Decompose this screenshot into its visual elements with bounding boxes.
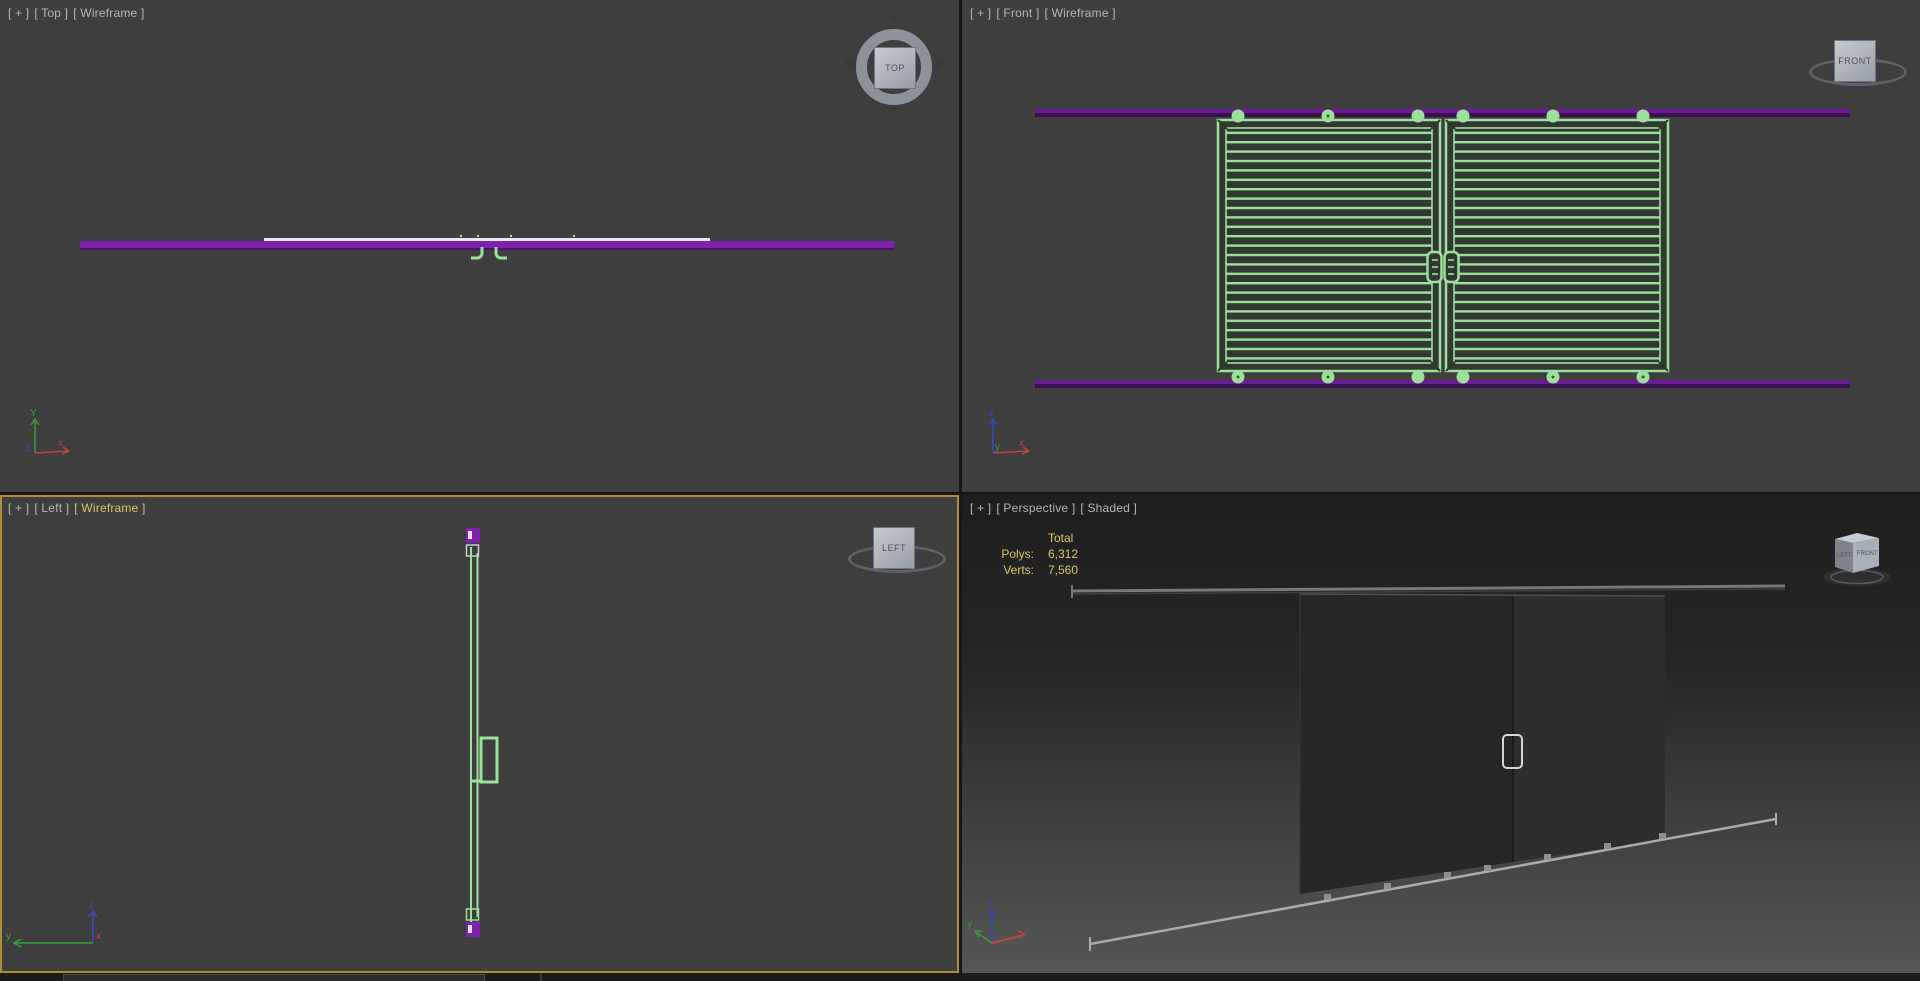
gate-object-left-view[interactable]: [465, 528, 499, 937]
viewport-menu-plus[interactable]: [ + ]: [8, 6, 30, 20]
viewport-left[interactable]: [ + ] [ Left ] [ Wireframe ] LEFT: [0, 495, 959, 973]
axis-label-z: z: [989, 408, 994, 419]
stats-verts-label: Verts:: [1003, 563, 1034, 577]
gate-object-front-view[interactable]: [1216, 118, 1670, 373]
viewport-perspective-label: [ + ] [ Perspective ] [ Shaded ]: [970, 501, 1142, 515]
compass-south[interactable]: S: [890, 102, 897, 113]
viewcube-face-left[interactable]: LEFT: [873, 527, 915, 569]
axis-label-y: y: [967, 919, 972, 930]
viewcube-perspective[interactable]: LEFT FRONT: [1807, 523, 1907, 593]
axis-label-y: y: [995, 442, 1000, 453]
rail-object-top-view[interactable]: [80, 241, 894, 250]
gate-rollers[interactable]: [1231, 109, 1650, 384]
viewport-shading-label[interactable]: [ Shaded ]: [1080, 501, 1138, 515]
viewport-shading-label[interactable]: [ Wireframe ]: [73, 6, 145, 20]
viewport-menu-plus[interactable]: [ + ]: [970, 6, 992, 20]
compass-north[interactable]: N: [890, 14, 898, 25]
compass-east[interactable]: E: [936, 60, 943, 71]
stats-polys-value: 6,312: [1048, 547, 1079, 561]
stats-total-label: Total: [1048, 531, 1074, 545]
viewport-top-label: [ + ] [ Top ] [ Wireframe ]: [8, 6, 150, 20]
viewport-menu-plus[interactable]: [ + ]: [8, 501, 30, 515]
axis-tripod-front: z x y: [988, 408, 1031, 455]
viewcube-face-top[interactable]: TOP: [874, 47, 916, 89]
gate-object-perspective[interactable]: [1299, 593, 1666, 894]
axis-label-x: x: [1019, 438, 1024, 449]
left-view-wireframe: z y x: [6, 528, 499, 948]
perspective-scene: z y: [967, 584, 1786, 951]
rail-object-perspective[interactable]: [1070, 584, 1786, 598]
stats-verts-value: 7,560: [1048, 563, 1079, 577]
viewcube-face-front: FRONT: [1857, 551, 1878, 557]
viewport-front[interactable]: [ + ] [ Front ] [ Wireframe ] FRONT: [962, 0, 1920, 492]
axis-label-x: x: [96, 931, 101, 942]
viewport-pov-label[interactable]: [ Perspective ]: [996, 501, 1076, 515]
viewport-pov-label[interactable]: [ Top ]: [34, 6, 69, 20]
timeline-divider: [540, 973, 542, 981]
viewport-perspective[interactable]: [ + ] [ Perspective ] [ Shaded ] Total Pol…: [962, 495, 1920, 973]
poly-statistics: Total Polys: 6,312 Verts: 7,560: [982, 531, 1118, 577]
axis-label-z: z: [89, 900, 94, 911]
viewport-pov-label[interactable]: [ Left ]: [34, 501, 70, 515]
axis-label-y: y: [6, 931, 11, 942]
axis-tripod-top: Y x z: [26, 408, 71, 455]
axis-label-x: x: [58, 438, 63, 449]
top-view-wireframe: Y x z: [26, 235, 894, 455]
viewcube-ring[interactable]: [856, 29, 932, 105]
stats-spacer: [982, 531, 1034, 545]
time-slider-thumb[interactable]: [63, 974, 485, 981]
axis-tripod-perspective: z y: [967, 899, 1027, 944]
viewport-front-label: [ + ] [ Front ] [ Wireframe ]: [970, 6, 1121, 20]
gate-handle[interactable]: [1502, 734, 1523, 769]
viewport-left-label: [ + ] [ Left ] [ Wireframe ]: [8, 501, 151, 515]
front-view-wireframe: z x y: [988, 109, 1850, 455]
viewport-top[interactable]: [ + ] [ Top ] [ Wireframe ] N S W E TOP: [0, 0, 959, 492]
axis-label-z: z: [988, 899, 993, 910]
viewport-menu-plus[interactable]: [ + ]: [970, 501, 992, 515]
compass-west[interactable]: W: [846, 60, 856, 71]
viewcube-face-left: LEFT: [1837, 553, 1852, 559]
viewport-shading-label[interactable]: [ Wireframe ]: [1044, 6, 1116, 20]
gate-object-top-view[interactable]: [264, 235, 710, 260]
rail-object-front-view[interactable]: [1035, 109, 1850, 388]
axis-label-y: Y: [30, 408, 37, 419]
viewport-shading-label[interactable]: [ Wireframe ]: [74, 501, 146, 515]
viewcube-face-front[interactable]: FRONT: [1834, 40, 1876, 82]
floor-rail-perspective[interactable]: [1089, 813, 1777, 951]
axis-tripod-left: z y x: [6, 900, 101, 948]
axis-label-z: z: [26, 443, 31, 454]
viewport-pov-label[interactable]: [ Front ]: [996, 6, 1040, 20]
stats-polys-label: Polys:: [1001, 547, 1034, 561]
timeline-strip[interactable]: [0, 973, 1920, 981]
